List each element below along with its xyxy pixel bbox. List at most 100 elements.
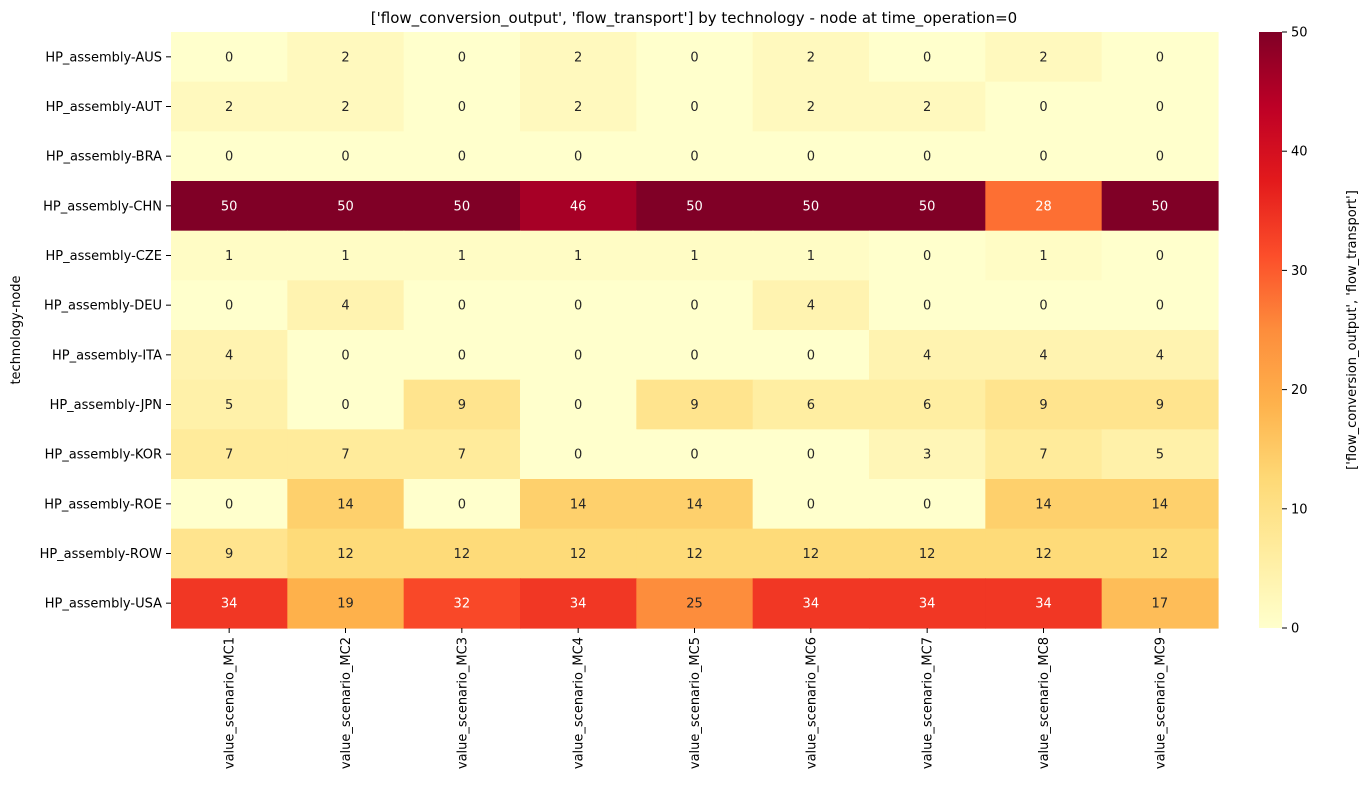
- cell-value-label: 0: [574, 299, 582, 314]
- heatmap-cell: [171, 81, 288, 132]
- cell-value-label: 0: [923, 249, 931, 264]
- heatmap-cell: [636, 230, 754, 281]
- heatmap-cell: [287, 479, 405, 530]
- heatmap-cell: [985, 81, 1103, 132]
- heatmap-cell: [520, 131, 637, 182]
- cell-value-label: 0: [923, 50, 931, 65]
- heatmap-cell-labels: 0 2 0 2 0 2 0 2 02 2 0 2 0 2 2 0 00 0 0 0 0 0 0 0 050 50 50 46 50 50 5…: [221, 50, 1168, 611]
- cell-value-label: 6: [923, 398, 931, 413]
- heatmap-cell: [520, 280, 637, 331]
- heatmap-cell: [1101, 280, 1219, 331]
- cell-value-label: 12: [570, 547, 587, 562]
- heatmap-cell: [403, 330, 521, 381]
- heatmap-cell: [869, 32, 986, 83]
- heatmap-cell: [171, 528, 288, 579]
- heatmap-cell: [636, 330, 754, 381]
- cell-value-label: 6: [807, 398, 815, 413]
- heatmap-cell: [287, 280, 405, 331]
- heatmap-cell: [287, 429, 405, 480]
- heatmap-cell: [869, 131, 986, 182]
- heatmap-cell: [403, 280, 521, 331]
- x-axis: value_scenario_MC1 value_scenario_MC2 valu…: [223, 628, 1168, 769]
- heatmap-cell: [171, 429, 288, 480]
- colorbar-tick-label: 10: [1291, 502, 1308, 517]
- cell-value-label: 2: [807, 100, 815, 115]
- cell-value-label: 12: [803, 547, 820, 562]
- heatmap-cell: [171, 330, 288, 381]
- cell-value-label: 9: [1156, 398, 1164, 413]
- x-tick-label: value_scenario_MC3: [455, 637, 470, 769]
- cell-value-label: 0: [574, 448, 582, 463]
- cell-value-label: 14: [337, 497, 354, 512]
- cell-value-label: 3: [923, 448, 931, 463]
- heatmap-cell: [985, 32, 1103, 83]
- heatmap-cell: [171, 280, 288, 331]
- heatmap-cell: [287, 131, 405, 182]
- cell-value-label: 4: [1039, 348, 1047, 363]
- heatmap-cell: [1101, 528, 1219, 579]
- x-tick-label: value_scenario_MC9: [1153, 637, 1168, 769]
- heatmap-cell: [1101, 81, 1219, 132]
- cell-value-label: 50: [803, 199, 820, 214]
- colorbar-tick-label: 20: [1291, 383, 1308, 398]
- colorbar-tick-label: 40: [1291, 145, 1308, 160]
- heatmap-cell: [636, 429, 754, 480]
- cell-value-label: 0: [458, 348, 466, 363]
- heatmap-cell: [1101, 379, 1219, 430]
- cell-value-label: 19: [337, 597, 354, 612]
- heatmap-cell: [752, 330, 870, 381]
- colorbar: 0 10 20 30 40 50: [1259, 26, 1308, 637]
- heatmap-cell: [869, 479, 986, 530]
- heatmap-cell: [752, 81, 870, 132]
- heatmap-cell: [171, 181, 288, 232]
- heatmap-cell: [403, 429, 521, 480]
- cell-value-label: 4: [807, 299, 815, 314]
- cell-value-label: 34: [1035, 597, 1052, 612]
- cell-value-label: 34: [221, 597, 238, 612]
- heatmap-cell: [1101, 230, 1219, 281]
- x-tick-label: value_scenario_MC6: [804, 637, 819, 769]
- cell-value-label: 1: [1039, 249, 1047, 264]
- heatmap-cell: [520, 479, 637, 530]
- cell-value-label: 50: [221, 199, 238, 214]
- cell-value-label: 12: [337, 547, 354, 562]
- cell-value-label: 0: [1156, 299, 1164, 314]
- cell-value-label: 2: [225, 100, 233, 115]
- heatmap-cell: [520, 379, 637, 430]
- cell-value-label: 0: [690, 299, 698, 314]
- cell-value-label: 12: [919, 547, 936, 562]
- cell-value-label: 0: [341, 150, 349, 165]
- heatmap-cell: [752, 528, 870, 579]
- y-tick-label: HP_assembly-ROE: [44, 497, 162, 512]
- cell-value-label: 0: [690, 50, 698, 65]
- heatmap-cell: [520, 528, 637, 579]
- cell-value-label: 5: [225, 398, 233, 413]
- cell-value-label: 1: [807, 249, 815, 264]
- cell-value-label: 50: [454, 199, 471, 214]
- colorbar-tick-label: 0: [1291, 622, 1299, 637]
- cell-value-label: 2: [923, 100, 931, 115]
- heatmap-cell: [636, 479, 754, 530]
- cell-value-label: 17: [1152, 597, 1169, 612]
- heatmap-cell: [636, 181, 754, 232]
- cell-value-label: 0: [690, 150, 698, 165]
- heatmap-cell: [752, 230, 870, 281]
- cell-value-label: 0: [1039, 150, 1047, 165]
- cell-value-label: 12: [1152, 547, 1169, 562]
- cell-value-label: 0: [458, 50, 466, 65]
- heatmap-cell: [520, 32, 637, 83]
- heatmap-cell: [287, 528, 405, 579]
- cell-value-label: 0: [690, 348, 698, 363]
- cell-value-label: 0: [458, 497, 466, 512]
- heatmap-cell: [520, 181, 637, 232]
- cell-value-label: 1: [574, 249, 582, 264]
- cell-value-label: 50: [686, 199, 703, 214]
- heatmap-cell: [636, 32, 754, 83]
- heatmap-cell: [171, 230, 288, 281]
- heatmap-cell: [869, 81, 986, 132]
- cell-value-label: 34: [570, 597, 587, 612]
- cell-value-label: 0: [225, 299, 233, 314]
- cell-value-label: 0: [923, 497, 931, 512]
- heatmap-cell: [985, 429, 1103, 480]
- heatmap-cell: [171, 578, 288, 629]
